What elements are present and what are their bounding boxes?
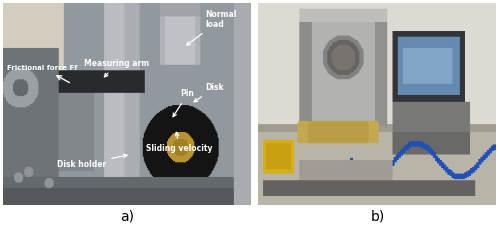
Text: Pin: Pin bbox=[173, 90, 195, 117]
Text: a): a) bbox=[120, 209, 134, 223]
Text: Disk holder: Disk holder bbox=[57, 154, 127, 169]
Text: Measuring arm: Measuring arm bbox=[84, 59, 150, 77]
Text: Sliding velocity: Sliding velocity bbox=[146, 132, 212, 153]
Text: Disk: Disk bbox=[194, 83, 224, 102]
Text: Normal
load: Normal load bbox=[186, 10, 237, 45]
Text: b): b) bbox=[370, 209, 384, 223]
Text: Frictional force Ff: Frictional force Ff bbox=[8, 65, 78, 83]
